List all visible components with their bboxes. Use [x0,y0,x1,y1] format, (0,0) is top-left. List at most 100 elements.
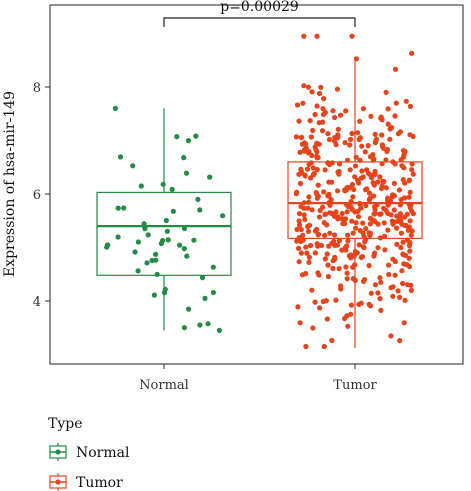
data-point [344,209,350,215]
data-point [349,33,355,39]
data-point [388,333,394,339]
data-point [406,194,412,200]
data-point [327,161,333,168]
data-point [308,175,314,181]
data-point [363,237,369,243]
data-point [401,320,407,326]
data-point [305,228,312,234]
data-point [135,239,141,245]
data-point [301,212,307,218]
data-point [379,183,385,189]
data-point [400,177,406,183]
data-point [332,254,338,260]
data-point [321,343,327,350]
data-point [321,96,327,102]
data-point [360,106,366,112]
data-point [394,225,400,231]
data-point [381,233,388,239]
data-point [362,277,368,283]
data-point [368,113,374,119]
data-point [207,174,213,180]
data-point [377,174,383,180]
data-point [142,226,148,232]
data-point [296,218,302,224]
data-point [318,242,325,249]
data-point [348,311,354,317]
data-point [389,218,395,224]
data-point [389,192,396,198]
data-point [366,190,373,196]
data-point [115,205,121,211]
data-point [104,244,110,250]
data-point [358,205,364,211]
data-point [202,295,208,301]
data-point [296,211,303,217]
data-point [301,33,307,39]
data-point [117,154,124,160]
data-point [402,252,409,258]
legend-key-point [55,449,61,455]
data-point [330,108,336,114]
data-point [301,83,307,89]
data-point [149,257,155,264]
data-point [330,265,336,271]
data-point [372,131,378,137]
data-point [317,305,323,311]
data-point [383,207,389,214]
data-point [135,268,141,274]
data-point [339,216,345,222]
data-point [322,232,328,238]
data-point [294,102,301,108]
data-point [408,287,414,293]
data-point [355,130,361,136]
data-point [354,250,360,256]
box-group-tumor [287,33,423,350]
data-point [314,195,320,201]
data-point [153,251,159,257]
data-point [335,126,341,132]
data-point [336,238,342,244]
data-point [398,244,404,251]
x-tick-label-tumor: Tumor [333,378,377,393]
data-point [164,228,170,234]
data-point [392,272,398,278]
data-point [345,238,351,244]
data-point [195,196,201,202]
data-point [305,223,311,230]
data-point [382,247,388,253]
data-point [393,100,399,106]
data-point [391,207,397,213]
data-point [170,208,176,214]
data-point [352,174,358,180]
data-point [352,163,359,169]
data-point [363,187,369,193]
data-point [306,161,312,167]
data-point [402,297,408,303]
data-point [378,307,384,313]
data-point [340,221,346,227]
data-point [347,142,353,148]
data-point [296,222,303,228]
data-point [409,50,415,56]
data-point [296,171,302,177]
data-point [343,108,349,114]
data-point [399,221,405,227]
data-point [339,210,345,217]
box-group-normal [96,105,232,333]
data-point [332,134,338,141]
data-point [394,241,400,247]
data-point [293,134,299,140]
data-point [332,114,338,121]
data-point [115,234,121,240]
data-point [353,225,359,231]
data-point [327,210,333,216]
data-point [321,220,327,226]
data-point [350,264,356,270]
data-point [401,261,407,267]
data-point [313,227,319,234]
data-point [153,257,159,263]
y-tick-label-6: 6 [33,188,41,203]
data-point [377,296,383,302]
data-point [310,325,316,331]
data-point [377,211,383,217]
